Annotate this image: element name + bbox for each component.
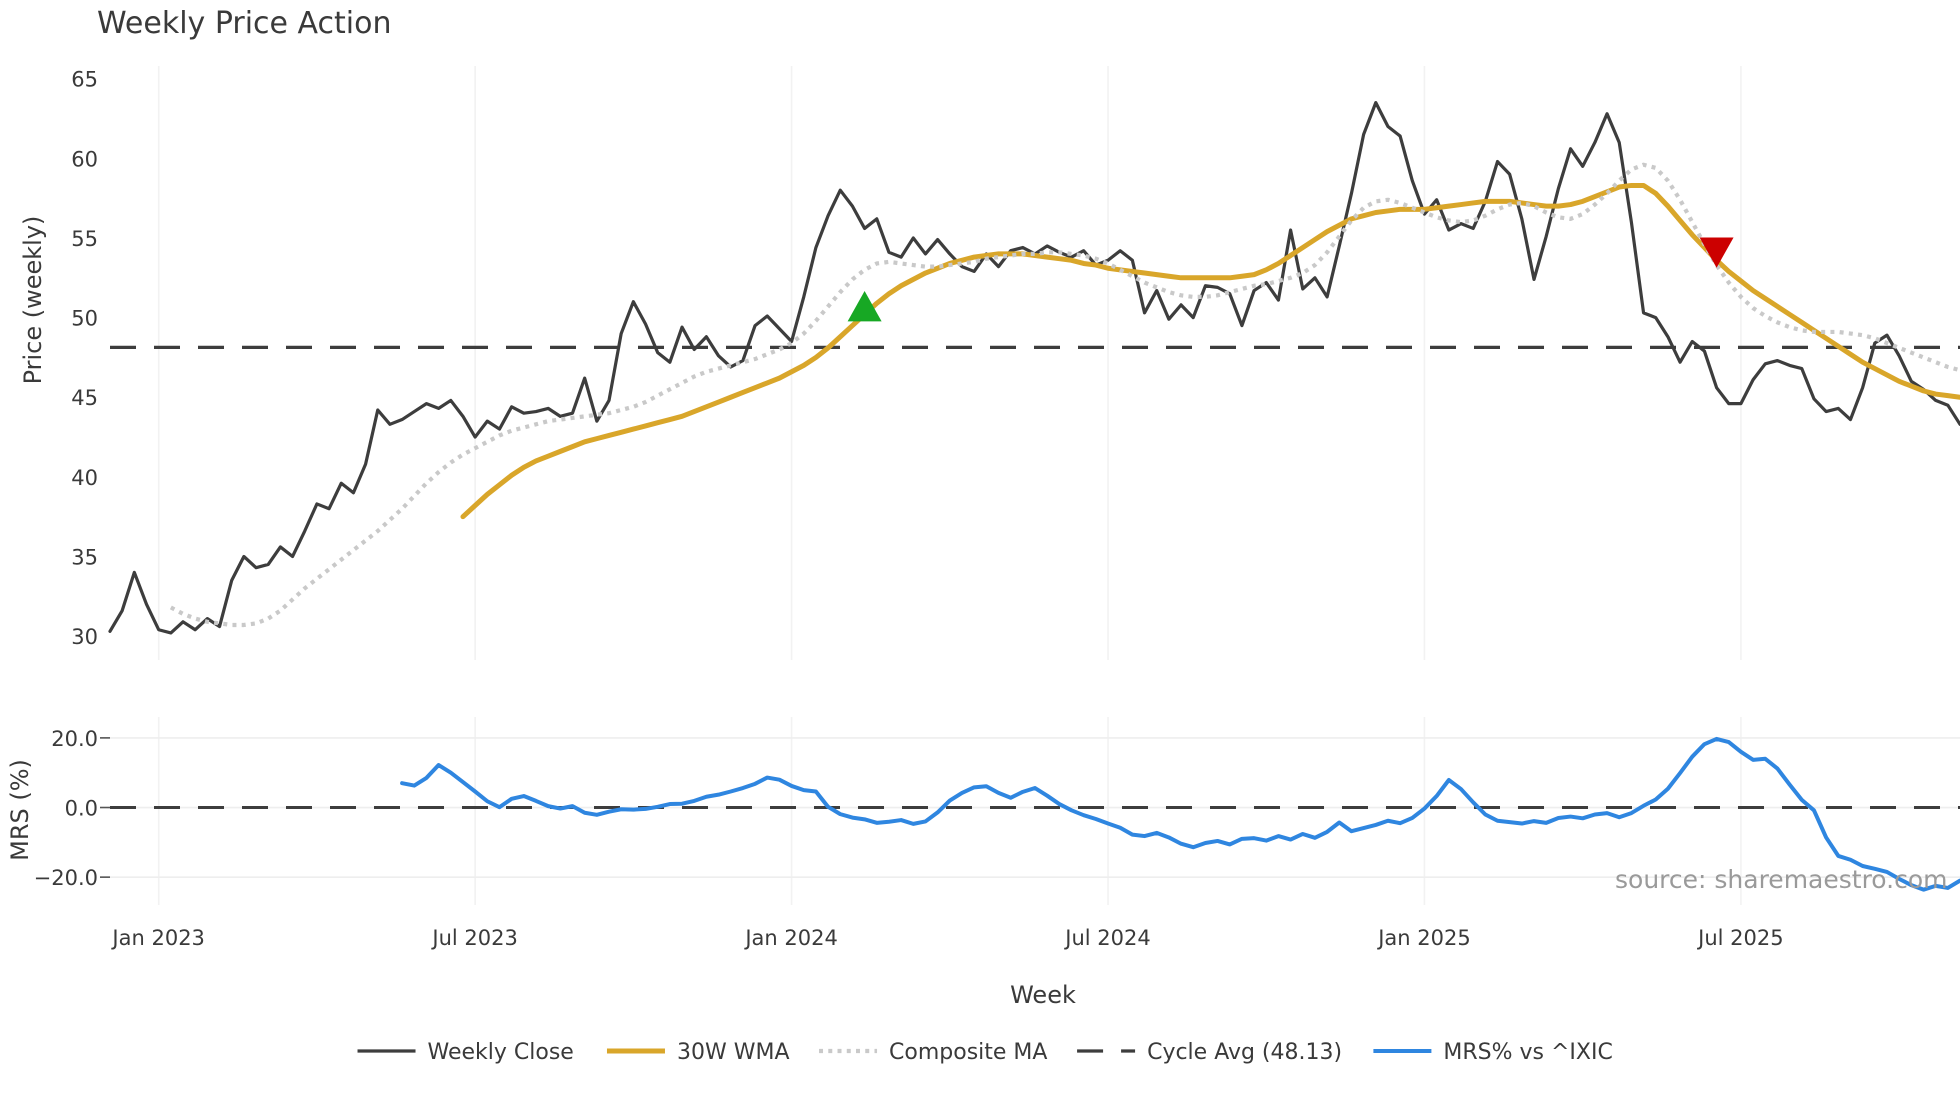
legend-label: Composite MA: [889, 1040, 1047, 1065]
price-y-tick-label: 55: [71, 227, 98, 251]
legend-item[interactable]: Composite MA: [819, 1040, 1047, 1065]
x-tick-label: Jan 2024: [743, 926, 838, 950]
buy-signal-marker: [847, 291, 882, 322]
legend-item[interactable]: MRS% vs ^IXIC: [1373, 1040, 1613, 1065]
price-y-tick-label: 45: [71, 386, 98, 410]
series-line-composite_ma: [169, 162, 1960, 628]
sell-signal-marker: [1699, 237, 1734, 268]
price-y-tick-label: 50: [71, 307, 98, 331]
legend-label: 30W WMA: [677, 1040, 790, 1065]
source-watermark: source: sharemaestro.com: [1615, 865, 1948, 894]
legend-item[interactable]: Weekly Close: [357, 1040, 574, 1065]
signal-markers: [847, 237, 1734, 322]
series-lines: [108, 101, 1960, 892]
chart-title: Weekly Price Action: [97, 6, 392, 41]
price-y-axis-ticks: 30 35 40 45 50 55 60 65: [71, 68, 98, 649]
mrs-y-tick-label: 20.0: [51, 727, 98, 751]
legend-label: MRS% vs ^IXIC: [1443, 1040, 1612, 1065]
chart-legend: Weekly Close 30W WMA Composite MA Cycle Avg…: [357, 1040, 1613, 1065]
legend-item[interactable]: Cycle Avg (48.13): [1077, 1040, 1342, 1065]
legend-item[interactable]: 30W WMA: [606, 1040, 790, 1065]
mrs-y-tick-label: −20.0: [34, 866, 98, 890]
price-y-tick-label: 40: [71, 466, 98, 490]
mrs-y-tick-label: 0.0: [65, 797, 98, 821]
x-tick-label: Jul 2024: [1063, 926, 1150, 950]
x-tick-label: Jul 2023: [430, 926, 517, 950]
x-tick-label: Jan 2025: [1376, 926, 1471, 950]
x-tick-label: Jul 2025: [1696, 926, 1783, 950]
x-axis-label: Week: [1010, 981, 1076, 1009]
price-y-tick-label: 60: [71, 147, 98, 171]
x-axis-ticks: Jan 2023 Jul 2023 Jan 2024 Jul 2024 Jan 2025…: [110, 926, 1783, 950]
series-line-mrs: [400, 736, 1960, 892]
price-y-tick-label: 30: [71, 625, 98, 649]
mrs-y-axis-label: MRS (%): [6, 759, 34, 861]
x-tick-label: Jan 2023: [110, 926, 205, 950]
price-y-tick-label: 65: [71, 68, 98, 92]
legend-label: Weekly Close: [428, 1040, 574, 1065]
price-panel-gridlines: [157, 66, 1742, 660]
price-y-axis-label: Price (weekly): [19, 216, 47, 385]
mrs-y-axis-ticks: −20.0 0.0 20.0: [34, 727, 110, 890]
price-y-tick-label: 35: [71, 545, 98, 569]
legend-label: Cycle Avg (48.13): [1147, 1040, 1342, 1065]
